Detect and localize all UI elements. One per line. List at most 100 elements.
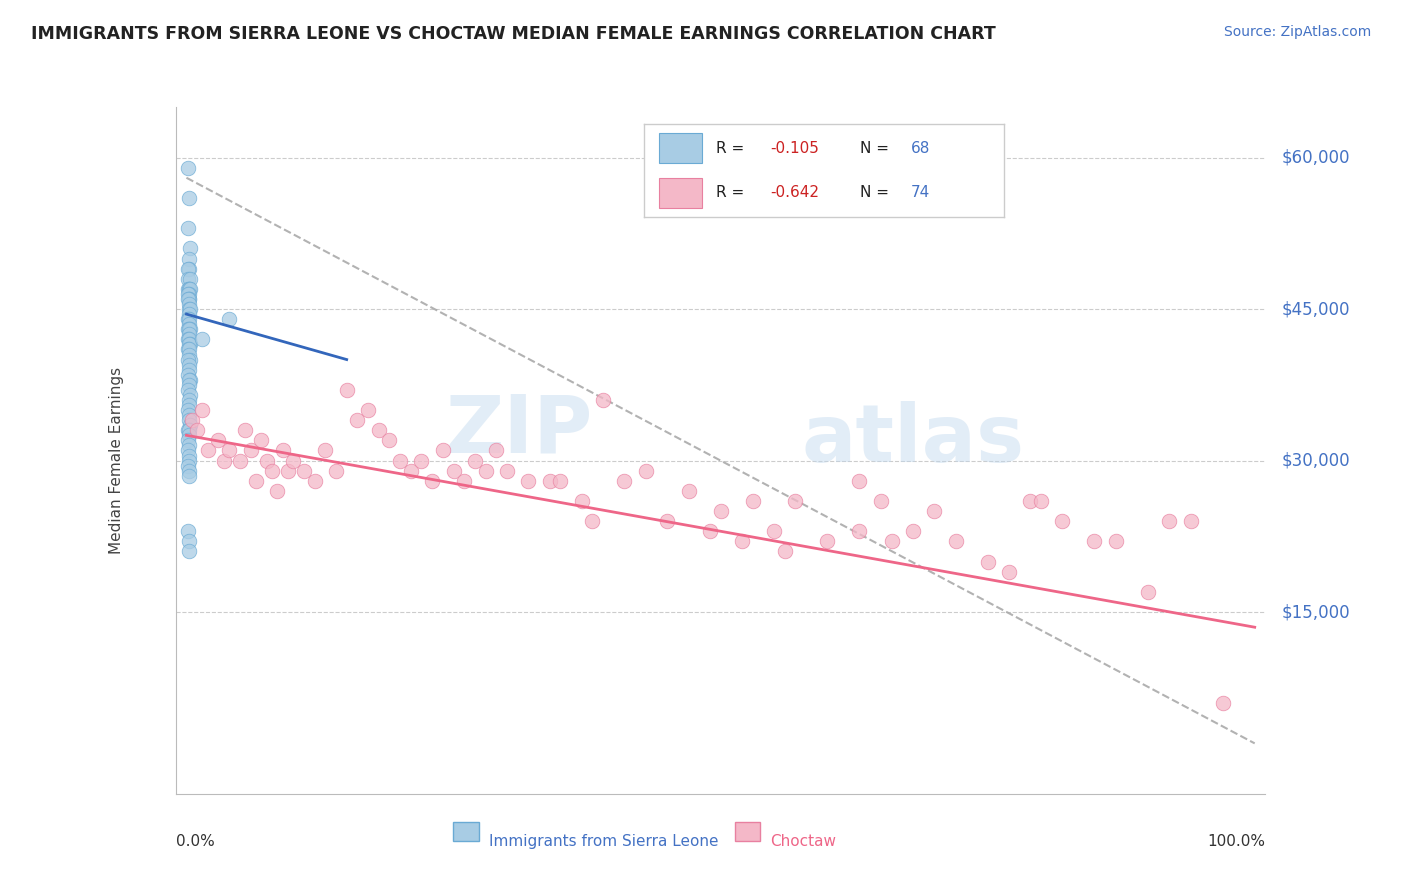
Point — [186, 423, 208, 437]
Point — [815, 534, 838, 549]
Point — [177, 307, 200, 321]
Text: $45,000: $45,000 — [1281, 300, 1350, 318]
Text: 0.0%: 0.0% — [176, 834, 215, 849]
Point — [177, 292, 200, 306]
Point — [180, 413, 202, 427]
Point — [179, 282, 201, 296]
Point — [179, 301, 201, 316]
Point — [901, 524, 924, 539]
Text: -0.642: -0.642 — [770, 186, 820, 201]
Point — [207, 434, 229, 448]
Point — [177, 373, 200, 387]
Point — [880, 534, 903, 549]
Point — [773, 544, 796, 558]
Point — [1180, 514, 1202, 528]
Point — [256, 453, 278, 467]
Point — [277, 464, 299, 478]
Point — [785, 494, 807, 508]
Point — [177, 458, 200, 473]
Point — [177, 292, 200, 306]
Point — [678, 483, 700, 498]
Text: 74: 74 — [911, 186, 929, 201]
Point — [177, 413, 200, 427]
Point — [1136, 585, 1159, 599]
Point — [634, 464, 657, 478]
Point — [179, 242, 201, 256]
Point — [176, 286, 198, 301]
Point — [177, 358, 200, 372]
Bar — [658, 134, 702, 163]
Text: atlas: atlas — [801, 401, 1025, 479]
Point — [271, 443, 294, 458]
Point — [1029, 494, 1052, 508]
Point — [177, 286, 200, 301]
Point — [177, 337, 200, 351]
Point — [389, 453, 412, 467]
Point — [212, 453, 235, 467]
Point — [197, 443, 219, 458]
Point — [177, 377, 200, 392]
Point — [496, 464, 519, 478]
Point — [538, 474, 561, 488]
Text: Immigrants from Sierra Leone: Immigrants from Sierra Leone — [489, 834, 718, 849]
Point — [176, 161, 198, 175]
Point — [177, 327, 200, 342]
Point — [922, 504, 945, 518]
Point — [177, 261, 200, 276]
Point — [869, 494, 891, 508]
Text: Source: ZipAtlas.com: Source: ZipAtlas.com — [1223, 25, 1371, 39]
Point — [177, 312, 200, 326]
Point — [741, 494, 763, 508]
Point — [177, 428, 200, 442]
Point — [485, 443, 508, 458]
Bar — [658, 178, 702, 208]
Point — [260, 464, 283, 478]
Point — [177, 534, 200, 549]
Point — [177, 398, 200, 412]
Point — [177, 312, 200, 326]
Point — [177, 221, 200, 235]
Point — [176, 322, 198, 336]
Point — [229, 453, 252, 467]
Point — [453, 474, 475, 488]
Point — [177, 362, 200, 376]
Point — [1052, 514, 1074, 528]
Point — [657, 514, 679, 528]
Point — [177, 252, 200, 266]
Point — [179, 337, 201, 351]
Point — [176, 282, 198, 296]
Point — [1083, 534, 1105, 549]
Point — [177, 297, 200, 311]
Point — [239, 443, 262, 458]
Point — [283, 453, 305, 467]
Point — [177, 453, 200, 467]
Point — [191, 332, 214, 346]
Point — [613, 474, 636, 488]
Point — [218, 443, 240, 458]
Point — [945, 534, 967, 549]
Point — [177, 317, 200, 331]
Point — [177, 301, 200, 316]
Point — [177, 544, 200, 558]
Text: -0.105: -0.105 — [770, 141, 820, 156]
Point — [1105, 534, 1128, 549]
Text: Median Female Earnings: Median Female Earnings — [110, 367, 125, 554]
Point — [998, 565, 1021, 579]
Text: N =: N = — [860, 186, 894, 201]
Point — [177, 332, 200, 346]
Point — [762, 524, 785, 539]
Point — [592, 392, 614, 407]
Point — [177, 423, 200, 437]
Point — [177, 403, 200, 417]
Point — [432, 443, 454, 458]
Point — [177, 438, 200, 452]
Point — [176, 524, 198, 539]
Point — [474, 464, 496, 478]
Point — [177, 449, 200, 463]
Point — [443, 464, 465, 478]
Text: IMMIGRANTS FROM SIERRA LEONE VS CHOCTAW MEDIAN FEMALE EARNINGS CORRELATION CHART: IMMIGRANTS FROM SIERRA LEONE VS CHOCTAW … — [31, 25, 995, 43]
Point — [550, 474, 572, 488]
Text: Choctaw: Choctaw — [770, 834, 835, 849]
Point — [179, 418, 201, 433]
Point — [218, 312, 240, 326]
